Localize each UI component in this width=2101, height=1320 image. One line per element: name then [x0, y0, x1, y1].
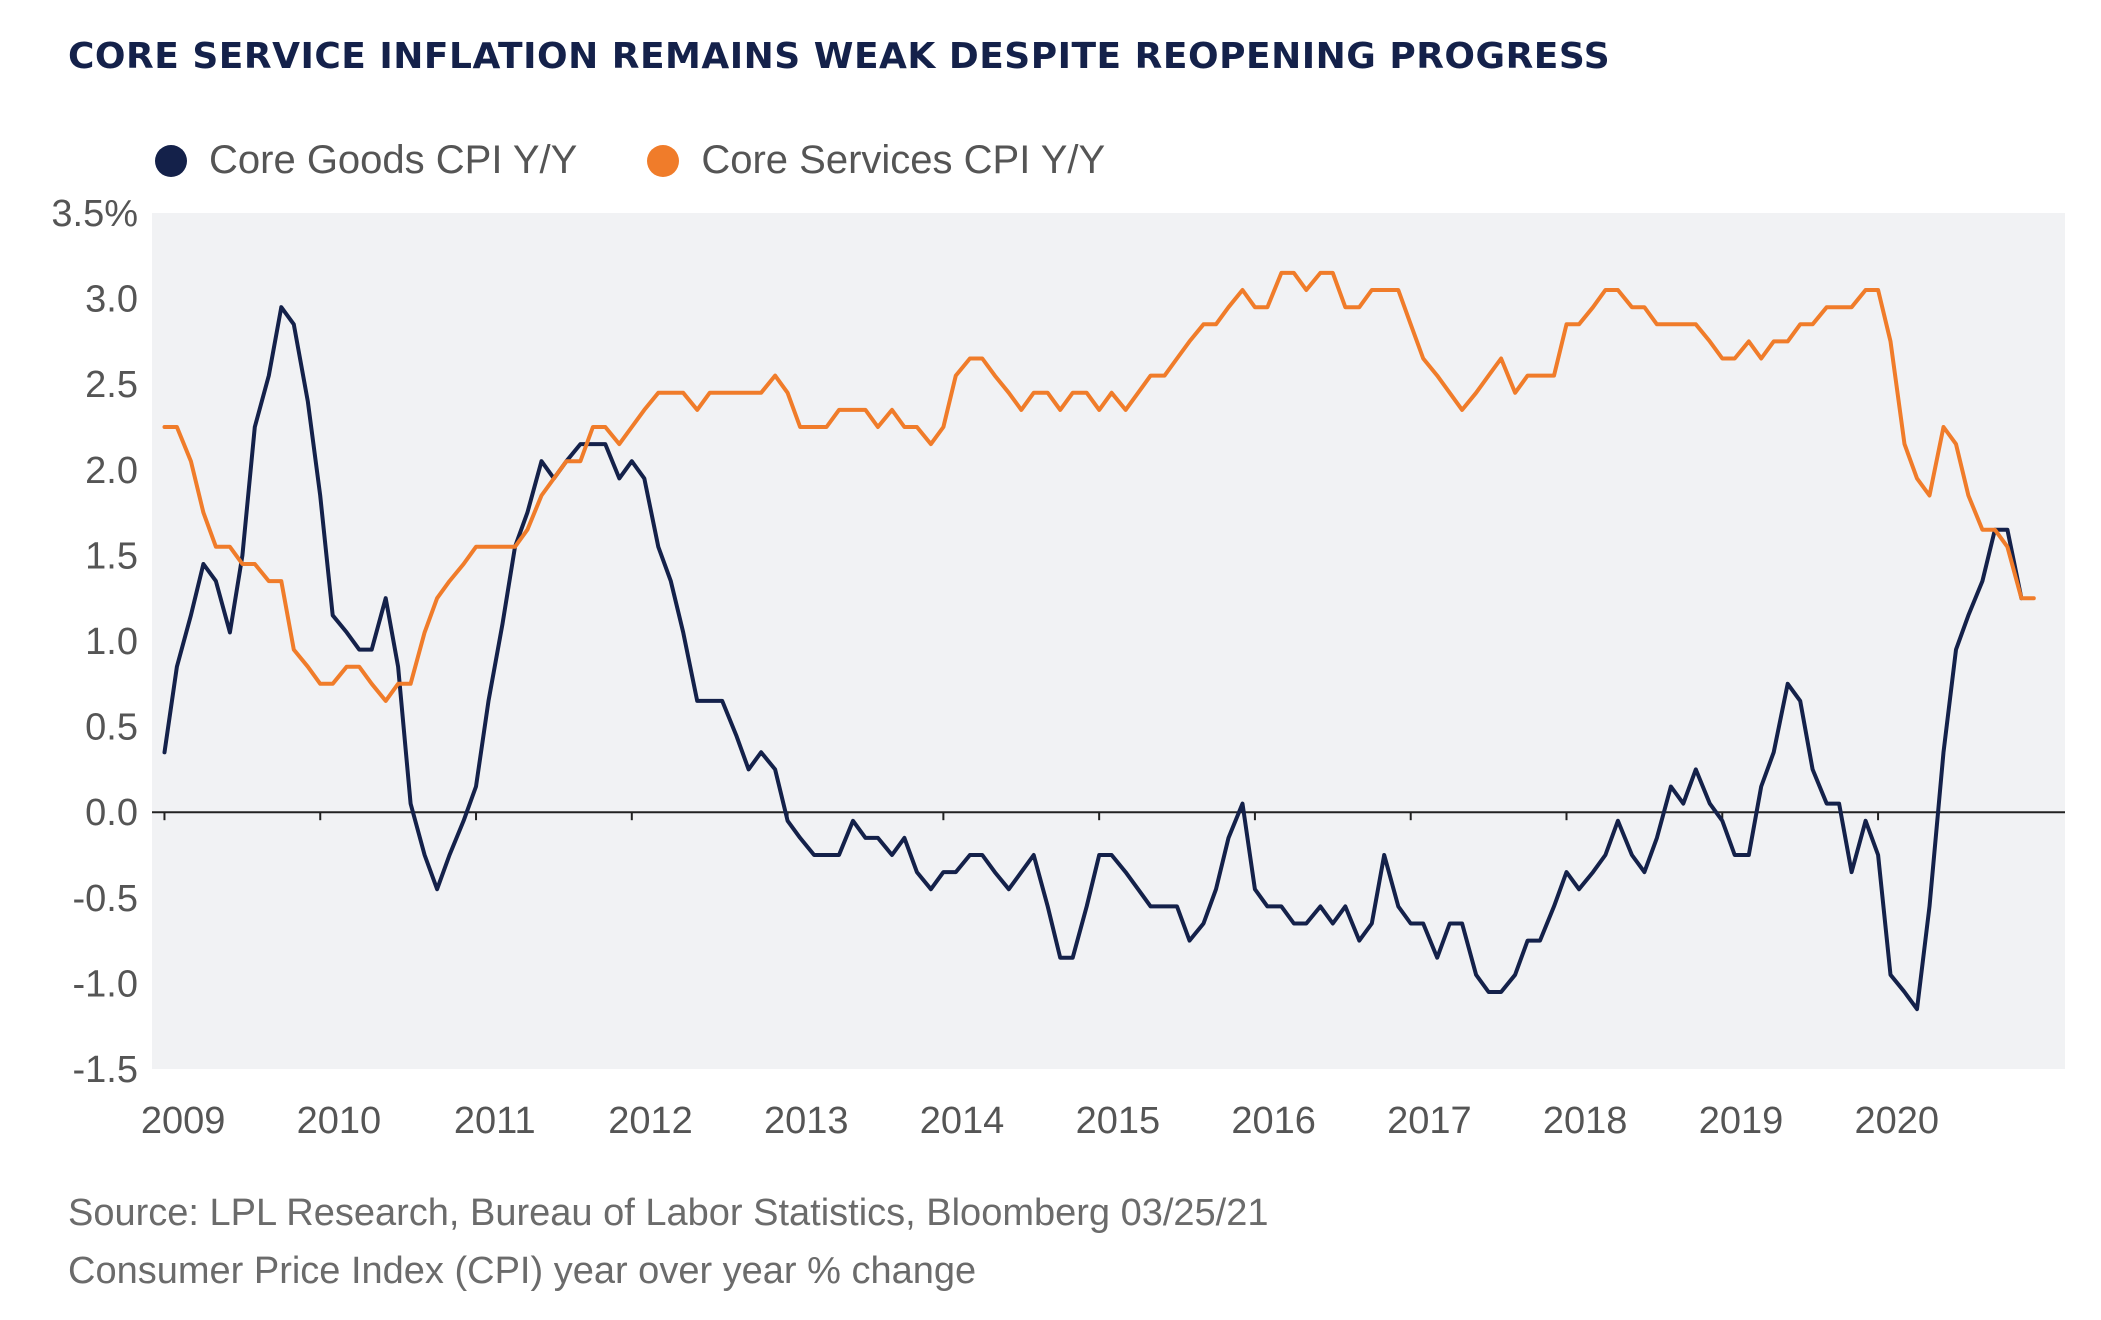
x-tick-label: 2019 — [1699, 1100, 1784, 1142]
chart-legend: Core Goods CPI Y/Y Core Services CPI Y/Y — [155, 138, 1175, 183]
x-tick-label: 2009 — [141, 1100, 226, 1142]
legend-item-goods: Core Goods CPI Y/Y — [155, 138, 577, 183]
y-tick-label: -1.5 — [73, 1049, 138, 1091]
x-tick-label: 2012 — [608, 1100, 693, 1142]
legend-label-services: Core Services CPI Y/Y — [701, 138, 1106, 182]
series-line-core-goods — [162, 305, 2024, 1012]
y-tick-label: -0.5 — [73, 878, 138, 920]
legend-label-goods: Core Goods CPI Y/Y — [209, 138, 578, 182]
legend-marker-goods — [155, 144, 187, 177]
x-tick-label: 2015 — [1076, 1100, 1161, 1142]
y-tick-label: 1.0 — [85, 621, 138, 663]
x-tick-label: 2020 — [1854, 1100, 1939, 1142]
line-chart: 3.5% 3.0 2.5 2.0 1.5 1.0 0.5 0.0 -0.5 -1.0 -1.5200… — [51, 193, 2065, 1142]
y-tick-label: 2.5 — [85, 364, 138, 406]
y-tick-label: 1.5 — [85, 535, 138, 577]
series-line-core-services — [162, 270, 2036, 703]
y-tick-label: 0.0 — [85, 792, 138, 834]
units-note: Consumer Price Index (CPI) year over yea… — [68, 1250, 977, 1292]
legend-marker-services — [647, 144, 680, 177]
x-tick-label: 2018 — [1543, 1100, 1628, 1142]
x-tick-label: 2014 — [920, 1100, 1005, 1142]
y-tick-label: 3.0 — [85, 279, 138, 321]
x-tick-label: 2010 — [297, 1100, 382, 1142]
y-tick-label: 3.5% — [51, 193, 138, 235]
chart-title: CORE SERVICE INFLATION REMAINS WEAK DESP… — [68, 36, 1611, 77]
legend-item-services: Core Services CPI Y/Y — [647, 138, 1105, 183]
source-note: Source: LPL Research, Bureau of Labor St… — [68, 1192, 1269, 1234]
y-tick-label: 0.5 — [85, 707, 138, 749]
y-tick-label: -1.0 — [73, 963, 138, 1005]
x-tick-label: 2016 — [1231, 1100, 1316, 1142]
plot-background — [152, 213, 2065, 1069]
x-tick-label: 2011 — [454, 1100, 536, 1142]
x-tick-label: 2017 — [1387, 1100, 1472, 1142]
x-tick-label: 2013 — [764, 1100, 849, 1142]
y-tick-label: 2.0 — [85, 450, 138, 492]
